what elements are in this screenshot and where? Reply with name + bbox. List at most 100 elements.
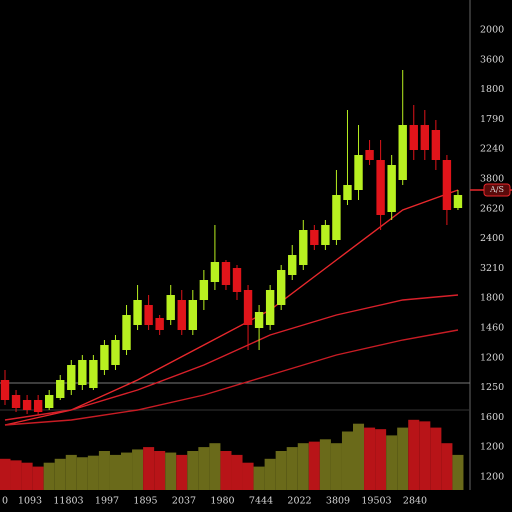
volume-bar [397,427,409,490]
candle-body [354,155,363,190]
volume-bar [198,447,210,490]
volume-bar [353,423,365,490]
candle-body [78,360,87,385]
right-axis-label: 1200 [480,472,504,483]
candle-body [288,255,297,275]
right-axis-label: 2400 [480,233,504,244]
volume-bar [408,419,420,490]
right-axis-label: 1250 [480,382,504,393]
x-axis-label: 2037 [172,496,196,507]
volume-bar [319,439,331,490]
volume-bar [187,451,199,490]
moving-average [4,294,459,421]
candle-body [243,290,253,325]
candle-body [67,365,76,390]
right-axis-label: 2620 [480,203,504,214]
volume-bar [253,466,265,490]
volume-bar [21,462,33,490]
volume-bar [286,447,298,490]
candle-body [210,262,220,282]
candle-body [100,345,109,370]
x-axis-label: 7444 [249,496,273,507]
right-axis-label: 3800 [480,174,504,185]
volume-bar [32,466,44,490]
volume-bar [242,462,254,490]
candle-body [343,185,352,200]
volume-bar [65,454,77,490]
candle-body [431,130,441,160]
candle-body [398,125,407,180]
candle-body [254,312,264,328]
right-axis-label: 1800 [480,84,504,95]
candle-body [332,195,341,240]
volume-bar [220,451,232,490]
candle-body [321,225,330,245]
volume-bar [109,454,121,490]
candle-body [166,295,175,320]
candle-body [0,380,10,400]
candle-body [144,305,153,325]
volume-bar [176,454,188,490]
candle-body [442,160,452,210]
price-tag-box [483,183,511,197]
volume-bar [143,447,155,490]
x-axis-label: 0 [2,496,8,507]
candle-body [299,230,308,265]
x-axis-label: 1997 [95,496,119,507]
volume-bar [308,441,320,490]
candle-body [177,300,186,330]
candle-body [111,340,120,365]
candle-body [155,318,164,330]
volume-bar [10,460,22,490]
x-axis-label: 3809 [326,496,350,507]
volume-bar [275,451,287,490]
candle-body [33,400,43,412]
price-tag: A/S [489,185,504,194]
volume-bar [341,431,353,490]
candle-body [365,150,374,160]
candle-body [89,360,98,388]
volume-bar [121,452,133,490]
right-axis-label: 1790 [480,114,504,125]
candle-body [409,125,418,150]
volume-bar [87,455,99,490]
x-axis-label: 1980 [210,496,234,507]
right-axis-label: 2000 [480,25,504,36]
right-axis-label: 1200 [480,352,504,363]
right-axis-label: 1200 [480,442,504,453]
right-axis-label: 1460 [480,323,504,334]
volume-bar [375,429,387,490]
candle-body [221,262,231,285]
right-axis-label: 3600 [480,54,504,65]
candle-body [265,290,275,325]
candle-body [44,395,54,408]
volume-bar [76,457,88,490]
moving-average [4,329,459,426]
volume-bar [0,458,11,490]
candle-body [199,280,209,300]
volume-bar [132,449,144,490]
x-axis-label: 1093 [18,496,42,507]
volume-bar [154,451,166,490]
x-axis-label: 19503 [361,496,391,507]
x-axis-label: 11803 [53,496,83,507]
candle-body [56,380,65,398]
volume-bar [165,452,177,490]
volume-bar [209,443,221,490]
candle-body [376,160,385,215]
right-axis-label: 1800 [480,293,504,304]
candle-body [276,270,286,305]
candle-body [122,315,131,350]
volume-bar [364,427,376,490]
volume-bar [419,421,431,490]
volume-bar [54,458,66,490]
volume-bar [43,462,55,490]
candle-body [232,268,242,292]
candle-body [453,195,463,208]
volume-bar [231,454,243,490]
candle-body [188,300,198,330]
x-axis-label: 2840 [403,496,427,507]
candle-body [387,165,396,212]
volume-bar [98,451,110,490]
